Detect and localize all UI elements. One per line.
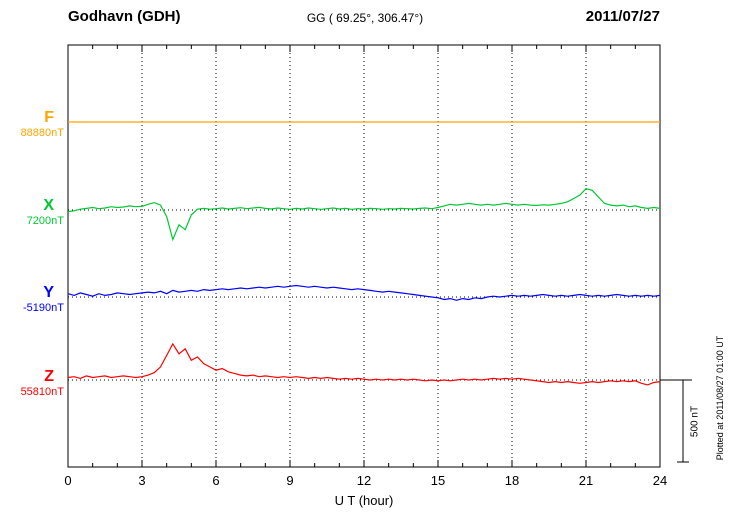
plotted-at-timestamp: Plotted at 2011/08/27 01:00 UT [715,335,725,461]
series-letter-x: X [43,197,54,214]
trace-x [67,188,661,242]
series-label-z: Z 55810nT [4,368,64,399]
x-tick-label: 9 [286,473,294,488]
station-coordinates: GG ( 69.25°, 306.47°) [306,11,424,25]
plot-date: 2011/07/27 [585,8,660,25]
x-tick-label: 6 [212,473,220,488]
series-label-x: X 7200nT [4,197,64,228]
trace-y [67,284,661,301]
series-letter-f: F [44,109,54,126]
x-axis-label: U T (hour) [334,493,394,508]
scale-bar-label: 500 nT [689,405,701,438]
series-baseline-y: -5190nT [23,302,64,314]
series-baseline-x: 7200nT [26,215,64,227]
series-letter-y: Y [43,284,54,301]
series-letter-z: Z [44,368,54,385]
series-label-f: F 88880nT [4,109,64,140]
x-tick-label: 15 [430,473,446,488]
series-baseline-z: 55810nT [20,386,64,398]
x-tick-label: 18 [504,473,520,488]
trace-z [67,342,661,386]
station-title: Godhavn (GDH) [68,8,181,25]
x-tick-label: 24 [652,473,668,488]
x-tick-label: 21 [578,473,594,488]
x-tick-label: 0 [64,473,72,488]
x-tick-label: 3 [138,473,146,488]
series-label-y: Y -5190nT [4,284,64,315]
series-baseline-f: 88880nT [20,127,64,139]
x-tick-label: 12 [356,473,372,488]
